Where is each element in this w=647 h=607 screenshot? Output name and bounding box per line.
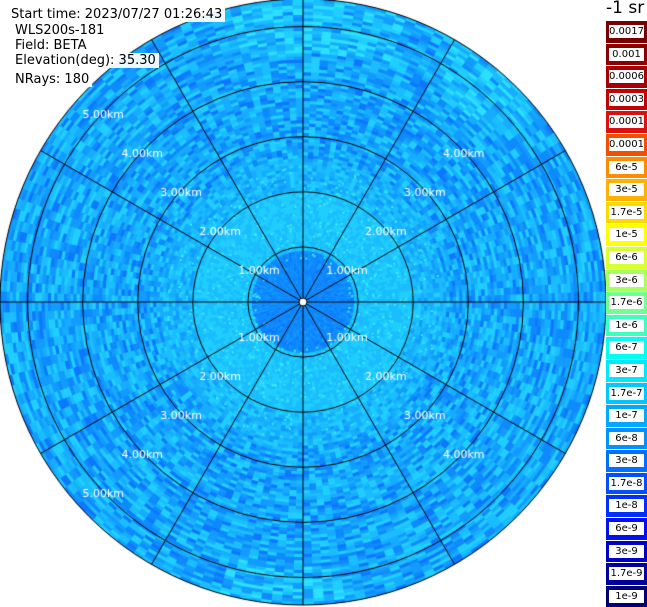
colorbar-label: 6e-5: [609, 160, 644, 174]
colorbar-label: 0.0017: [609, 25, 644, 38]
colorbar-label: 1.7e-8: [609, 476, 644, 490]
colorbar-label: 0.001: [609, 47, 644, 61]
colorbar-swatch: 3e-7: [606, 358, 647, 382]
colorbar-swatch: 1e-6: [606, 313, 647, 337]
colorbar-swatch: 0.0017: [606, 20, 647, 43]
colorbar-label: 6e-9: [609, 522, 644, 536]
colorbar-label: 3e-6: [609, 273, 644, 287]
colorbar-label: 0.0003: [609, 92, 644, 106]
colorbar-label: 1.7e-5: [609, 205, 644, 219]
colorbar-label: 6e-8: [609, 431, 644, 445]
colorbar-label: 1e-9: [609, 589, 644, 603]
colorbar-label: 1.7e-9: [609, 567, 644, 581]
colorbar-swatch: 3e-9: [606, 539, 647, 563]
start-time-label: Start time: 2023/07/27 01:26:43: [8, 7, 226, 22]
colorbar-label: 1.7e-7: [609, 386, 644, 400]
colorbar-swatch: 1e-5: [606, 223, 647, 246]
colorbar-label: 6e-7: [609, 341, 644, 355]
colorbar-swatch: 3e-5: [606, 178, 647, 201]
colorbar-label: 3e-5: [609, 183, 644, 197]
colorbar-swatch: 1e-8: [606, 494, 647, 518]
colorbar-units: -1 sr: [606, 0, 645, 18]
colorbar-label: 3e-8: [609, 454, 644, 468]
colorbar-swatch: 0.00017: [606, 110, 647, 133]
colorbar-label: 1e-6: [609, 318, 644, 332]
colorbar-label: 0.0006: [609, 70, 644, 84]
colorbar-label: 0.0001: [609, 137, 644, 151]
colorbar-swatch: 1.7e-8: [606, 471, 647, 495]
colorbar-label: 3e-9: [609, 544, 644, 558]
colorbar-swatch: 3e-8: [606, 449, 647, 472]
colorbar-label: 6e-6: [609, 250, 644, 264]
instrument-label: WLS200s-181: [12, 23, 108, 38]
colorbar-swatch: 1.7e-9: [606, 562, 647, 585]
colorbar-swatch: 6e-7: [606, 336, 647, 359]
colorbar-label: 1.7e-6: [609, 296, 644, 310]
colorbar-legend: 0.0017 0.001 0.0006 0.0003 0.00017 0.0001 6e-5…: [606, 20, 647, 607]
colorbar-swatch: 1.7e-7: [606, 381, 647, 405]
colorbar-swatch: 0.0001: [606, 132, 647, 156]
colorbar-swatch: 0.0006: [606, 65, 647, 88]
colorbar-label: 0.00017: [609, 115, 644, 129]
colorbar-label: 3e-7: [609, 363, 644, 377]
colorbar-swatch: 6e-9: [606, 517, 647, 540]
colorbar-swatch: 6e-8: [606, 426, 647, 450]
colorbar-swatch: 1.7e-6: [606, 291, 647, 314]
colorbar-label: 1e-7: [609, 409, 644, 423]
nrays-label: NRays: 180: [12, 72, 93, 87]
colorbar-swatch: 0.001: [606, 42, 647, 66]
colorbar-swatch: 0.0003: [606, 87, 647, 111]
elevation-label: Elevation(deg): 35.30: [12, 53, 159, 68]
colorbar-label: 1e-5: [609, 228, 644, 242]
colorbar-label: 1e-8: [609, 499, 644, 513]
colorbar-swatch: 3e-6: [606, 268, 647, 292]
colorbar-swatch: 1.7e-5: [606, 200, 647, 224]
colorbar-swatch: 1e-7: [606, 404, 647, 427]
colorbar-swatch: 1e-9: [606, 584, 647, 607]
colorbar-swatch: 6e-6: [606, 245, 647, 269]
colorbar-swatch: 6e-5: [606, 155, 647, 179]
field-label: Field: BETA: [12, 38, 90, 53]
